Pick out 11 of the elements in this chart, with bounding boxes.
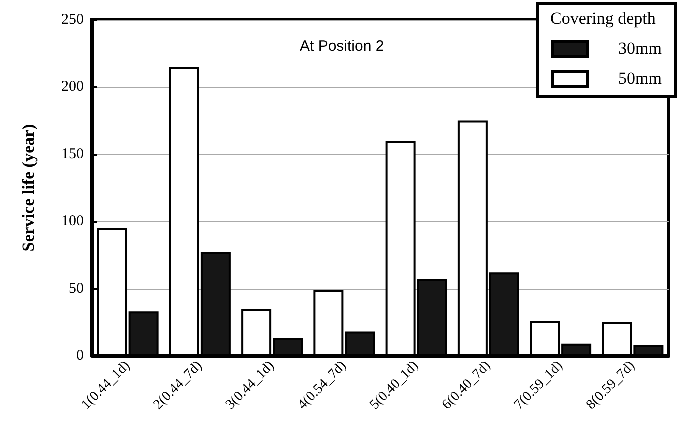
y-axis-title: Service life (year): [19, 124, 38, 252]
y-tick-label: 0: [76, 348, 84, 364]
annotation: At Position 2: [300, 38, 384, 55]
y-tick-label: 50: [69, 280, 84, 297]
y-tick-label: 200: [62, 79, 84, 96]
legend-label: 50mm: [618, 69, 662, 89]
y-tick-label: 150: [62, 146, 84, 162]
y-tick-label: 100: [62, 214, 84, 230]
legend-title: Covering depth: [550, 9, 657, 29]
legend-label: 30mm: [618, 39, 662, 59]
y-tick-label: 250: [62, 12, 84, 28]
